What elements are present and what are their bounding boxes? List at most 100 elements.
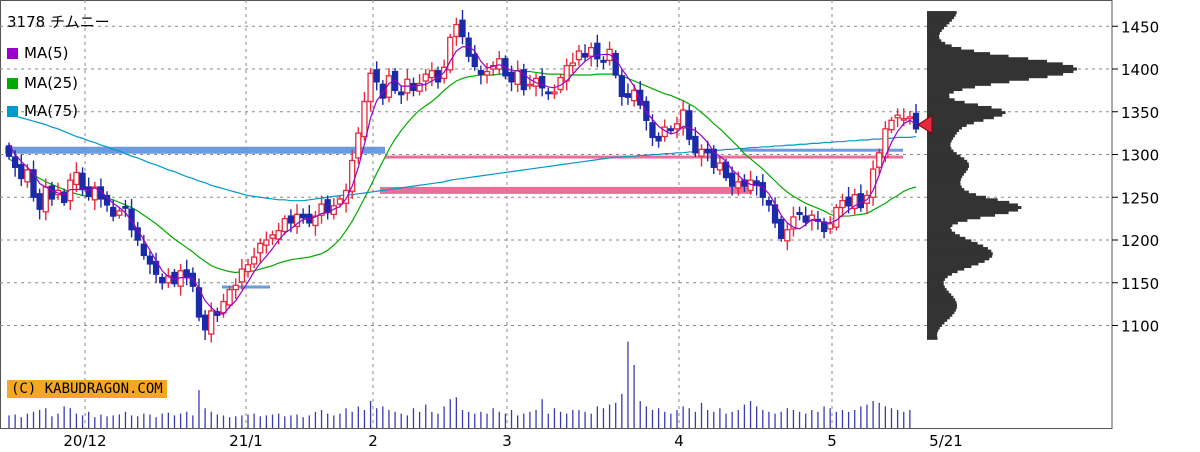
candle-body — [85, 186, 92, 198]
price-profile-bar — [927, 54, 1009, 58]
candle-body — [526, 83, 534, 87]
support-band — [5, 146, 385, 154]
price-profile-bar — [927, 265, 972, 269]
legend-ma75-swatch — [7, 106, 18, 117]
candle-body — [906, 116, 914, 120]
candle-body — [73, 171, 80, 186]
price-profile-bar — [927, 247, 988, 251]
candle-body — [679, 109, 687, 129]
candle-body — [520, 69, 527, 91]
price-profile-bar — [927, 329, 939, 333]
price-profile-bar — [927, 52, 991, 56]
candle-body — [410, 82, 417, 92]
candle-body — [24, 169, 31, 183]
ma25-line — [8, 70, 917, 274]
y-tick-label: 1250 — [1121, 189, 1159, 207]
candle-body — [183, 269, 190, 279]
y-tick-label: 1150 — [1121, 275, 1159, 293]
candle-body — [367, 72, 374, 103]
candle-body — [545, 91, 552, 95]
price-profile-bar — [927, 193, 977, 197]
legend-ma25-swatch — [7, 78, 18, 89]
price-profile-bar — [927, 49, 975, 53]
candle-body — [312, 215, 319, 227]
candle-body — [336, 198, 344, 205]
legend-ma5: MA(5) — [7, 44, 68, 62]
price-profile-bar — [927, 190, 969, 194]
support-band — [380, 186, 752, 194]
candle-body — [379, 83, 386, 99]
price-profile-bar — [927, 288, 947, 292]
price-profile-bar — [927, 57, 1029, 61]
legend-ma5-label: MA(5) — [24, 44, 69, 62]
price-profile-bar — [927, 95, 950, 99]
candle-body — [36, 193, 43, 210]
candle-body — [269, 234, 276, 239]
price-profile-bar — [927, 70, 1074, 74]
candle-body — [281, 217, 288, 233]
candle-body — [594, 42, 601, 60]
price-profile-bar — [927, 77, 1029, 81]
chart-title: 3178 チムニー — [7, 13, 110, 31]
candle-body — [110, 206, 117, 217]
candle-body — [710, 148, 717, 168]
candle-body — [67, 179, 74, 202]
candle-body — [796, 211, 803, 215]
price-profile-bar — [927, 172, 965, 176]
legend-ma25-label: MA(25) — [24, 74, 78, 92]
price-profile-bar — [927, 18, 952, 22]
price-profile-bar — [927, 316, 950, 320]
price-profile-bar — [927, 282, 944, 286]
ma75-line — [8, 113, 917, 202]
candle-body — [741, 179, 748, 187]
candle-body — [263, 239, 270, 246]
price-profile-bar — [927, 249, 992, 253]
price-profile-bar — [927, 218, 968, 222]
price-profile-bar — [927, 277, 945, 281]
price-profile-bar — [927, 336, 938, 340]
candle-body — [483, 70, 491, 76]
price-profile-bar — [927, 300, 957, 304]
candle-body — [477, 70, 485, 75]
price-profile-bar — [927, 62, 1063, 66]
x-tick-label: 5 — [827, 432, 837, 450]
price-profile-bar — [927, 257, 990, 261]
candle-body — [250, 256, 258, 265]
price-profile-bar — [927, 203, 1018, 207]
candle-body — [514, 70, 521, 86]
y-tick-label: 1450 — [1121, 18, 1159, 36]
price-profile-bar — [927, 200, 1010, 204]
candle-body — [686, 110, 693, 140]
candle-body — [61, 191, 68, 204]
ma5-line — [8, 46, 917, 316]
candle-body — [122, 206, 129, 209]
x-tick-label: 20/12 — [63, 432, 106, 450]
price-profile-bar — [927, 72, 1064, 76]
candle-body — [257, 242, 264, 254]
price-profile-bar — [927, 131, 957, 135]
price-profile-bar — [927, 241, 978, 245]
candle-body — [827, 223, 834, 230]
candle-body — [784, 229, 791, 242]
price-profile-bar — [927, 170, 967, 174]
price-profile-bar — [927, 98, 955, 102]
price-profile-bar — [927, 34, 940, 38]
candle-body — [716, 162, 724, 171]
y-tick-label: 1100 — [1121, 318, 1159, 336]
candle-body — [894, 114, 901, 119]
price-profile-bar — [927, 59, 1048, 63]
candle-body — [496, 58, 503, 70]
candle-body — [735, 181, 742, 189]
candle-body — [116, 210, 123, 216]
candle-body — [5, 145, 13, 157]
candle-body — [667, 128, 675, 132]
price-profile-bar — [927, 229, 952, 233]
y-tick-label: 1400 — [1121, 61, 1159, 79]
candle-body — [226, 288, 233, 306]
candle-body — [159, 276, 166, 284]
price-profile-bar — [927, 318, 948, 322]
candle-body — [355, 132, 362, 159]
candle-body — [673, 123, 681, 130]
candle-body — [649, 122, 656, 139]
price-profile-bar — [927, 280, 944, 284]
